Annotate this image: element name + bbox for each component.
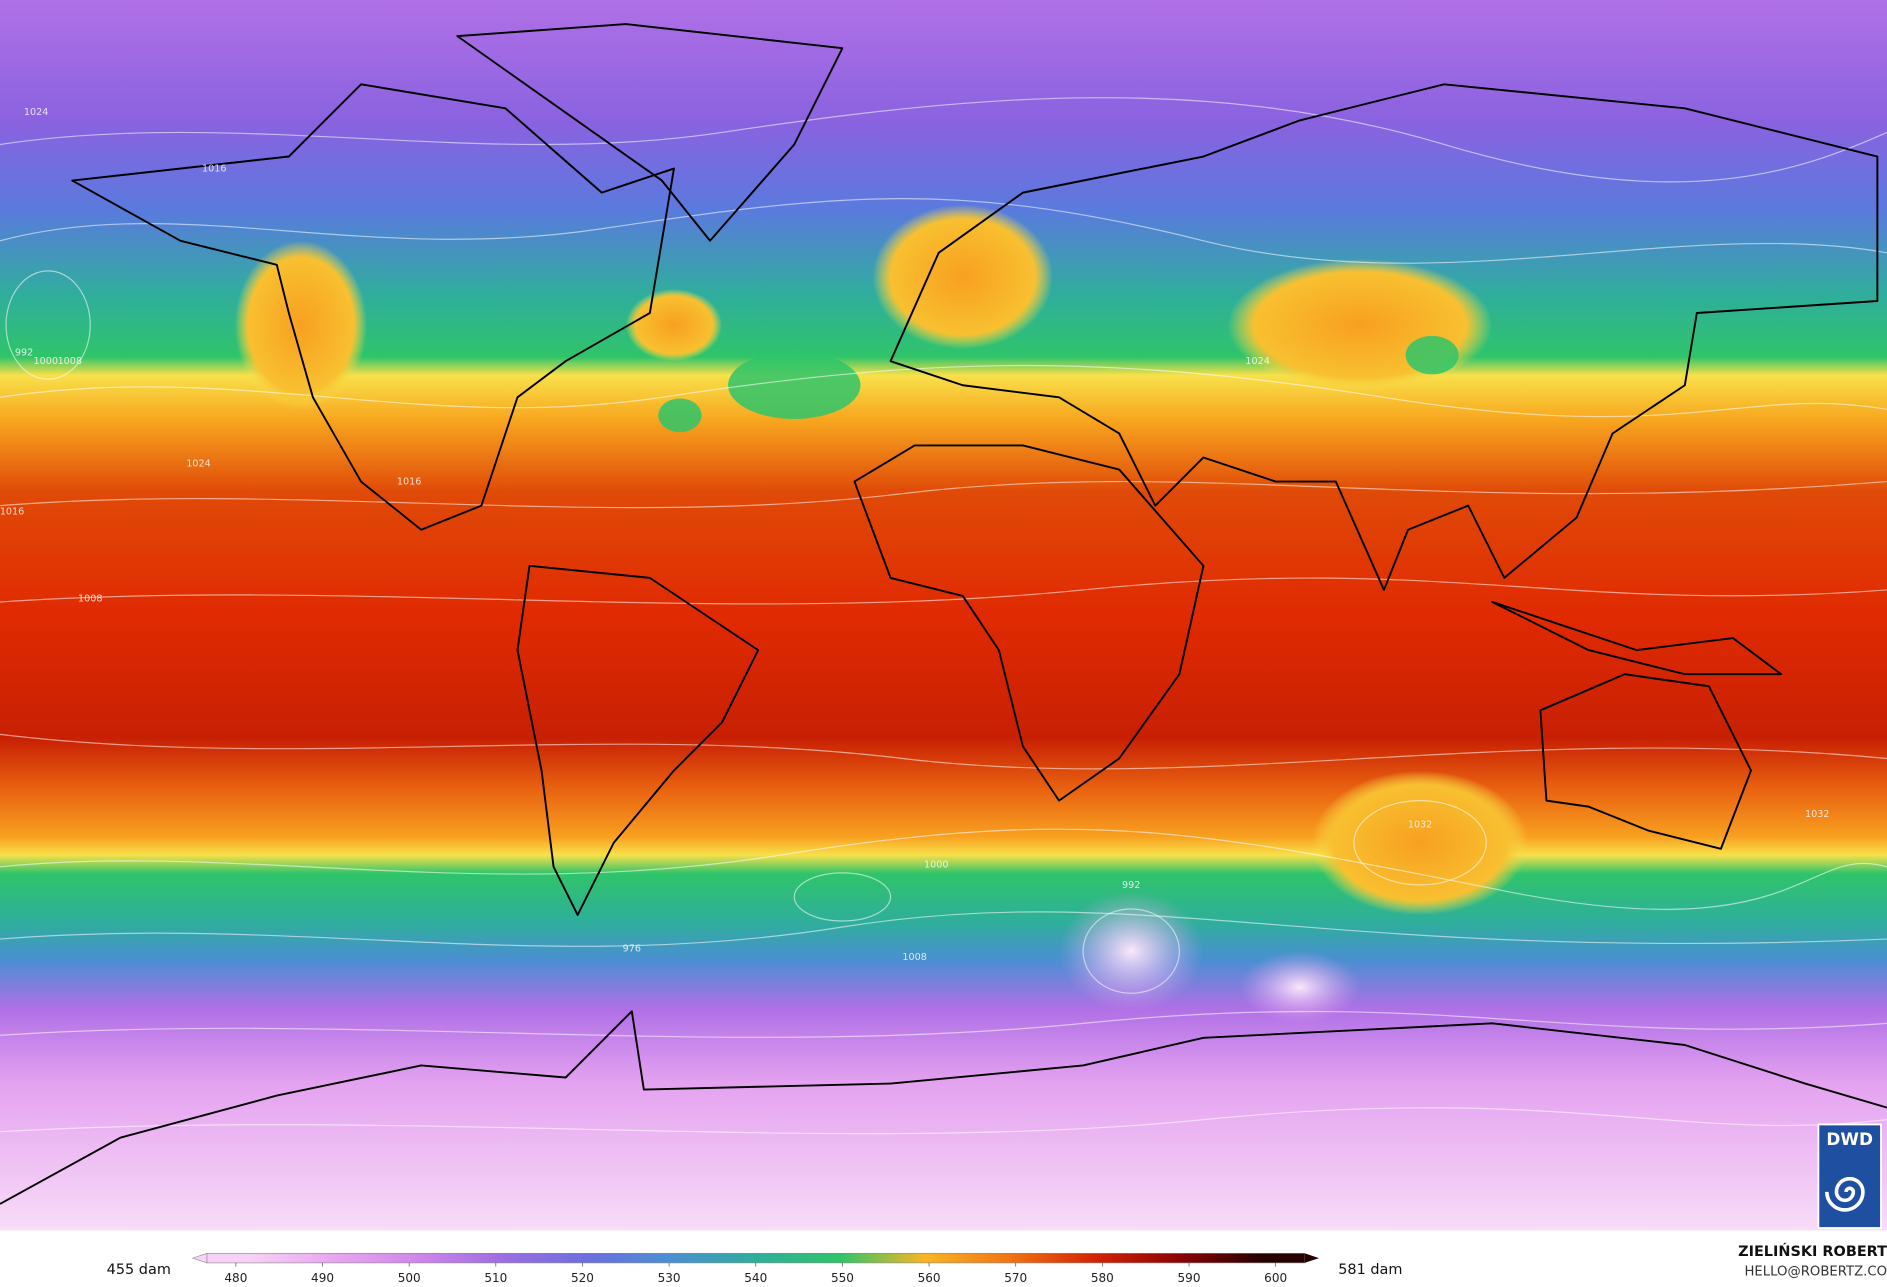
- isobar-label: 1008: [58, 356, 82, 367]
- isobar-label: 1032: [1805, 809, 1829, 820]
- isobar-label: 1016: [0, 507, 24, 518]
- colorbar-tick-label: 590: [1178, 1271, 1201, 1285]
- colorbar-tick-label: 520: [571, 1271, 594, 1285]
- trough: [728, 351, 861, 419]
- colorbar-tick-label: 580: [1091, 1271, 1114, 1285]
- isobar-label: 1000: [33, 356, 57, 367]
- colorbar-tick-label: 540: [744, 1271, 767, 1285]
- contact: HELLO@ROBERTZ.CO: [1744, 1264, 1887, 1279]
- isobar-label: 1024: [1245, 356, 1269, 367]
- colorbar-body: [206, 1252, 1305, 1264]
- trough: [1405, 335, 1459, 375]
- colorbar-tick-label: 490: [311, 1271, 334, 1285]
- isobar-label: 1016: [202, 164, 226, 175]
- coastlines: [0, 23, 1887, 1205]
- isobar-label: 1016: [397, 477, 421, 488]
- logo-text: DWD: [1826, 1129, 1873, 1149]
- colorbar-left-cap: [191, 1252, 208, 1264]
- logo-spiral: [1825, 1176, 1865, 1212]
- low: [1239, 951, 1360, 1024]
- colorbar-tick-label: 500: [398, 1271, 421, 1285]
- isobar-label: 992: [1122, 880, 1140, 891]
- colorbar-tick-label: 550: [831, 1271, 854, 1285]
- dwd-logo: DWD: [1817, 1123, 1882, 1229]
- isobar-label: 1032: [1408, 820, 1432, 831]
- isobar-label: 992: [15, 348, 33, 359]
- colorbar-max-label: 581 dam: [1338, 1262, 1402, 1278]
- colorbar-tick-label: 480: [224, 1271, 247, 1285]
- isobar-label-group: 1024101610081000992101610241008103210241…: [0, 107, 1829, 963]
- ridge: [872, 204, 1054, 350]
- isobar-label: 976: [623, 944, 641, 955]
- colorbar: 455 dam 581 dam 480 490 500 510 520 530 540 550…: [107, 1252, 1402, 1285]
- ridge: [1311, 770, 1529, 915]
- colorbar-min-label: 455 dam: [107, 1262, 171, 1278]
- isobars: [0, 97, 1887, 1135]
- isobar-label: 1024: [24, 107, 48, 118]
- height-field: [0, 0, 1887, 1231]
- isobar-label: 1008: [902, 952, 926, 963]
- author: ZIELIŃSKI ROBERT: [1738, 1242, 1887, 1260]
- colorbar-tick-label: 560: [918, 1271, 941, 1285]
- colorbar-tick-label: 530: [658, 1271, 681, 1285]
- colorbar-tick-label: 510: [484, 1271, 507, 1285]
- trough: [658, 398, 702, 433]
- colorbar-tick-label: 570: [1004, 1271, 1027, 1285]
- low: [1059, 890, 1204, 1012]
- ridge: [1227, 258, 1493, 392]
- ridge: [234, 240, 368, 410]
- colorbar-right-cap: [1304, 1253, 1319, 1263]
- isobar-label: 1008: [78, 593, 102, 604]
- colorbar-tick-label: 600: [1264, 1271, 1287, 1285]
- isobar-label: 1024: [186, 459, 210, 470]
- isobar-label: 1000: [924, 859, 948, 870]
- map: 1024101610081000992101610241008103210241…: [0, 0, 1887, 1231]
- ridge: [625, 288, 723, 362]
